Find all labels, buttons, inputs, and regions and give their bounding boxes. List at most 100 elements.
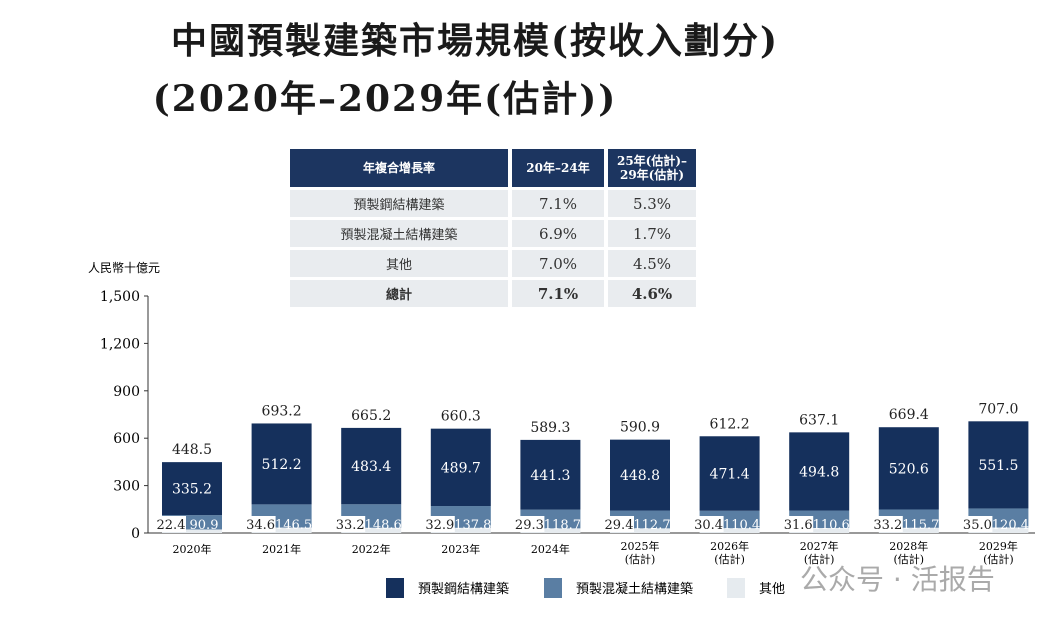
data-label-concrete: 137.8 — [454, 518, 491, 533]
table-cell: 預製鋼結構建築 — [290, 190, 508, 217]
data-label-concrete: 118.7 — [544, 518, 581, 533]
data-label-total: 589.3 — [530, 420, 570, 436]
data-label-steel: 520.6 — [889, 461, 929, 477]
data-label-steel: 489.7 — [441, 460, 481, 476]
table-cell: 7.1% — [512, 280, 604, 307]
data-label-concrete: 112.7 — [633, 518, 670, 533]
bar-segment — [251, 423, 312, 505]
label-background — [872, 516, 903, 532]
x-tick-label: 2021年 — [262, 542, 301, 556]
y-tick-label: 1,200 — [100, 336, 140, 352]
bar-segment — [430, 527, 491, 533]
x-tick-label: 2024年 — [531, 542, 570, 556]
label-background — [245, 516, 276, 532]
data-label-concrete: 110.4 — [723, 518, 760, 533]
bar-segment — [251, 527, 312, 533]
label-background — [783, 516, 814, 532]
chart-title: 中國預製建築市場規模(按收入劃分) — [170, 20, 780, 62]
label-background — [156, 516, 186, 532]
cagr-table: 年複合增長率 20年–24年 25年(估計)–29年(估計) 預製鋼結構建築 7.… — [286, 146, 700, 310]
data-label-other: 33.2 — [336, 518, 365, 533]
y-axis-label: 人民幣十億元 — [88, 261, 160, 275]
x-tick-label: 2022年 — [352, 542, 391, 556]
data-label-total: 669.4 — [889, 407, 929, 423]
data-label-steel: 494.8 — [799, 464, 839, 480]
data-label-other: 32.9 — [425, 518, 454, 533]
legend-label: 預製混凝土結構建築 — [576, 581, 693, 597]
data-label-steel: 512.2 — [262, 457, 302, 473]
data-label-other: 31.6 — [784, 518, 813, 533]
x-tick-label: 2025年 — [621, 539, 660, 553]
data-label-total: 693.2 — [262, 403, 302, 419]
data-label-total: 590.9 — [620, 420, 660, 436]
bar-segment — [789, 432, 850, 511]
legend-label: 預製鋼結構建築 — [418, 582, 509, 597]
bar-segment — [162, 529, 222, 533]
label-background — [514, 516, 545, 532]
label-background — [335, 516, 366, 532]
data-label-total: 707.0 — [978, 401, 1018, 417]
table-header: 20年–24年 — [512, 149, 604, 187]
data-label-concrete: 148.6 — [365, 518, 402, 533]
data-label-total: 637.1 — [799, 412, 839, 428]
legend-swatch — [544, 578, 562, 598]
table-cell: 5.3% — [608, 190, 696, 217]
chart-subtitle: (2020年–2029年(估計)) — [152, 78, 618, 120]
table-row: 其他 7.0% 4.5% — [290, 250, 696, 277]
data-label-other: 33.2 — [873, 518, 902, 533]
bar-segment — [162, 462, 222, 516]
data-label-other: 35.0 — [963, 518, 992, 533]
bar-segment — [610, 439, 670, 511]
data-label-steel: 335.2 — [172, 482, 212, 498]
table-cell: 7.1% — [512, 190, 604, 217]
data-label-other: 30.4 — [694, 518, 723, 533]
x-tick-label: 2028年 — [889, 539, 928, 553]
data-label-other: 29.3 — [515, 518, 544, 533]
data-label-steel: 471.4 — [710, 467, 750, 483]
label-background — [424, 516, 455, 532]
bar-segment — [520, 528, 581, 533]
data-label-other: 29.4 — [605, 518, 634, 533]
x-tick-label: 2020年 — [173, 542, 212, 556]
data-label-total: 660.3 — [441, 409, 481, 425]
bar-segment — [341, 527, 402, 533]
table-cell: 1.7% — [608, 220, 696, 247]
bar-segment — [341, 427, 402, 505]
bar-segment — [789, 528, 850, 533]
bar-segment — [878, 427, 939, 510]
table-cell: 4.5% — [608, 250, 696, 277]
label-background — [693, 516, 724, 532]
x-tick-label: 2027年 — [800, 539, 839, 553]
bar-segment — [699, 436, 760, 511]
data-label-concrete: 146.5 — [275, 518, 312, 533]
y-tick-label: 900 — [113, 384, 140, 400]
bar-segment — [699, 528, 760, 533]
table-row: 預製混凝土結構建築 6.9% 1.7% — [290, 220, 696, 247]
y-tick-label: 0 — [131, 526, 140, 542]
y-tick-label: 300 — [113, 479, 140, 495]
data-label-concrete: 90.9 — [190, 518, 219, 533]
legend-swatch — [727, 578, 745, 598]
bar-segment — [520, 439, 581, 510]
data-label-total: 448.5 — [172, 442, 212, 458]
data-label-total: 665.2 — [351, 408, 391, 424]
bar-segment — [430, 428, 491, 507]
x-tick-label: 2026年 — [710, 539, 749, 553]
y-tick-label: 600 — [113, 431, 140, 447]
watermark: 公众号 · 活报告 — [800, 563, 995, 596]
table-row-total: 總計 7.1% 4.6% — [290, 280, 696, 307]
label-background — [962, 516, 993, 532]
bar-segment — [968, 527, 1029, 533]
legend-swatch — [386, 578, 404, 598]
table-cell: 其他 — [290, 250, 508, 277]
x-tick-label: (估計) — [894, 552, 925, 566]
data-label-other: 34.6 — [246, 518, 275, 533]
table-header: 年複合增長率 — [290, 149, 508, 187]
y-tick-label: 1,500 — [100, 289, 140, 305]
table-header: 25年(估計)–29年(估計) — [608, 149, 696, 187]
data-label-steel: 551.5 — [978, 458, 1018, 474]
table-cell: 總計 — [290, 280, 508, 307]
x-tick-label: 2029年 — [979, 539, 1018, 553]
bar-segment — [610, 528, 670, 533]
data-label-steel: 483.4 — [351, 459, 391, 475]
